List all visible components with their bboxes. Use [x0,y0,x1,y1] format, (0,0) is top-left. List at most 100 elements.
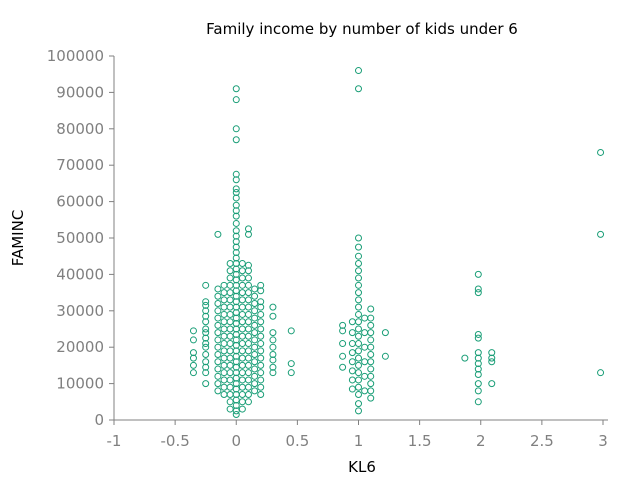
data-point [474,349,482,357]
data-point [355,296,362,304]
data-point [355,383,362,391]
data-point [238,405,246,413]
data-point [355,303,362,311]
data-point [257,383,265,391]
x-tick-label: 1.5 [408,432,432,450]
data-point [202,340,210,348]
data-point [488,380,496,388]
data-point [189,369,197,377]
data-point [367,321,375,329]
data-point [220,332,228,340]
data-point [348,329,356,337]
data-point [474,360,482,368]
data-point [232,185,240,193]
data-point [202,312,210,320]
data-point [474,380,482,388]
data-point [232,352,240,360]
data-point [355,274,362,282]
data-point [232,385,240,393]
data-point [257,298,265,306]
data-point [202,301,210,309]
data-point [244,267,252,275]
data-point [474,398,482,406]
data-point [238,259,246,267]
x-tick-label: 2.5 [530,432,554,450]
data-point [232,254,240,262]
data-point [355,252,362,260]
data-point [355,354,362,362]
data-point [251,285,259,293]
y-tick-label: 30000 [56,302,104,320]
y-axis-label: FAMINC [9,210,27,267]
data-point [220,361,228,369]
data-point [202,318,210,326]
data-point [355,407,362,415]
data-point [474,365,482,373]
y-ticks: 0 10000 20000 30000 40000 50000 60000 70000 8000… [47,47,114,429]
data-point [238,296,246,304]
data-point [232,189,240,196]
data-point [257,303,265,311]
data-point [257,347,265,355]
data-point [226,405,234,413]
data-point [339,327,347,335]
data-point [214,358,222,366]
data-point [474,354,482,362]
data-point [214,321,222,329]
data-point [244,354,252,362]
data-point [214,365,222,373]
data-point [238,303,246,311]
data-point [474,334,482,342]
data-point [232,309,240,317]
data-point [232,170,240,178]
data-point [251,350,259,358]
data-point [226,332,234,340]
data-point [232,320,240,328]
data-point [287,360,295,368]
data-point [189,349,197,357]
data-point [232,314,240,322]
data-point [355,318,362,326]
data-point [189,327,197,335]
data-point [238,347,246,355]
data-point [232,336,240,344]
data-point [238,391,246,399]
data-point [232,212,240,220]
data-point [355,325,362,333]
data-point [202,380,210,388]
data-point [355,361,362,369]
data-point [232,85,240,93]
data-point [257,354,265,362]
data-point [232,270,240,278]
data-point [220,376,228,384]
data-point [244,296,252,304]
data-point [348,340,356,348]
data-point [355,85,362,93]
data-point [244,347,252,355]
data-point [339,340,347,348]
data-point [474,330,482,338]
data-point [361,343,369,351]
data-point [226,391,234,399]
data-point [367,380,375,388]
data-point [232,287,240,295]
data-point [244,310,252,318]
data-point [214,230,222,238]
data-point [355,376,362,384]
y-tick-label: 40000 [56,265,104,283]
data-point [257,391,265,399]
data-point [232,276,240,284]
data-point [189,354,197,362]
data-point [244,230,252,238]
data-point [214,387,222,395]
data-point [251,300,259,308]
data-point [355,369,362,377]
data-point [202,298,210,306]
data-point [367,350,375,358]
data-point [367,336,375,344]
data-point [381,352,389,360]
data-point [220,318,228,326]
data-point [251,372,259,380]
data-point [361,329,369,337]
data-point [251,321,259,329]
